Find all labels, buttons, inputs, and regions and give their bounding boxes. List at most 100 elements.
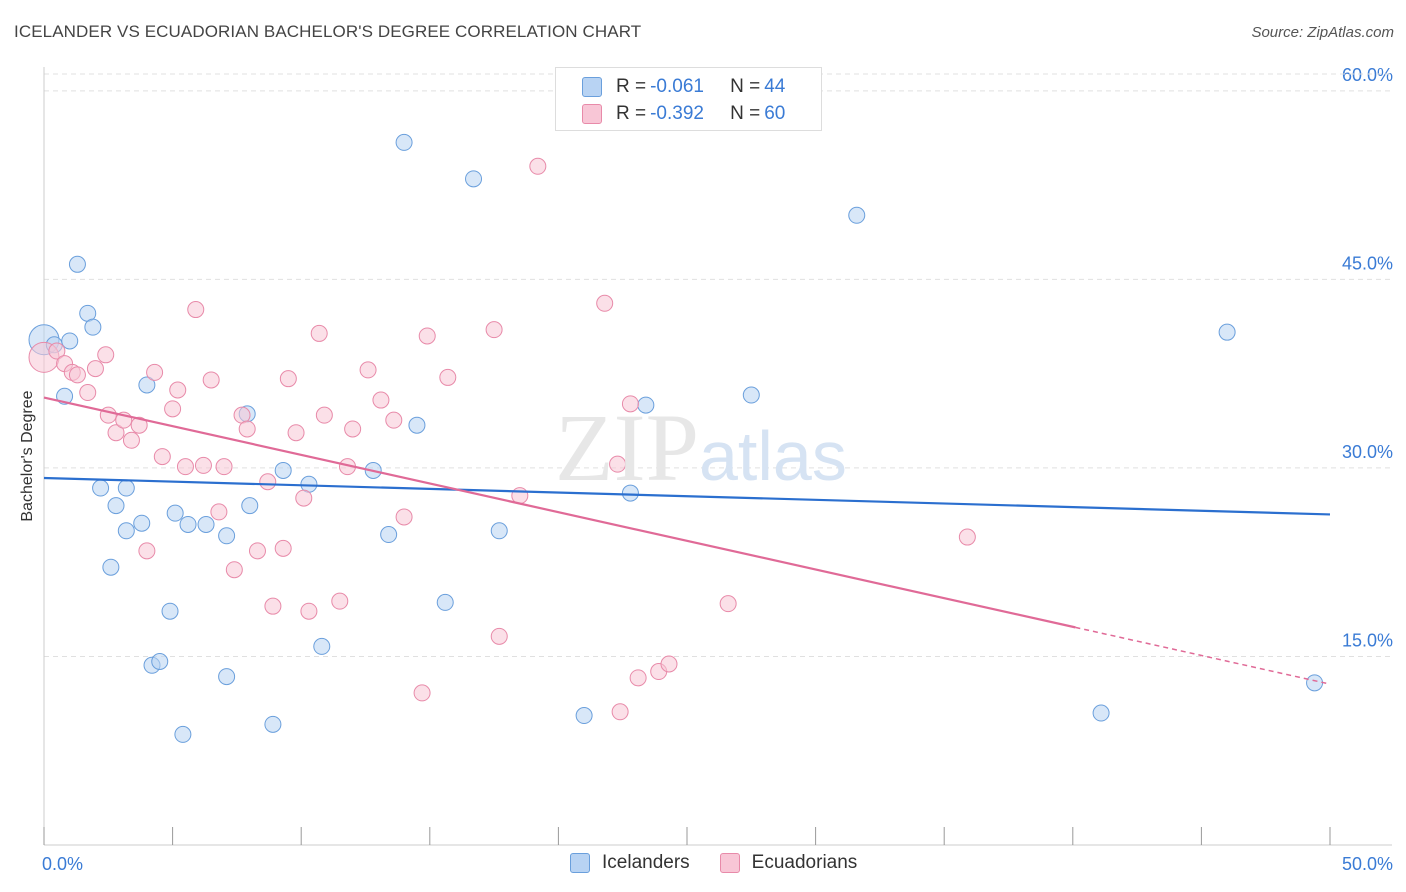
legend-item-icelanders: Icelanders (570, 852, 690, 874)
icelander-point (102, 558, 120, 576)
ecuadorian-point (621, 395, 639, 413)
icelander-point (166, 504, 184, 522)
icelander-point (465, 170, 483, 188)
ecuadorian-point (68, 366, 86, 384)
icelander-point (637, 396, 655, 414)
icelander-point (138, 376, 156, 394)
legend-swatch-ecuadorians (719, 853, 740, 873)
ecuadorian-point (344, 420, 362, 438)
icelander-point (621, 484, 639, 502)
ecuadorian-point (164, 400, 182, 418)
ecuadorian-point (310, 324, 328, 342)
ecuadorian-point (210, 503, 228, 521)
icelander-point (274, 461, 292, 479)
ecuadorian-point (660, 655, 678, 673)
legend-n-value: 44 (764, 76, 786, 97)
chart-title: ICELANDER VS ECUADORIAN BACHELOR'S DEGRE… (14, 22, 642, 41)
ecuadorian-point (418, 327, 436, 345)
ecuadorian-point (439, 368, 457, 386)
series-legend: Icelanders Ecuadorians (570, 852, 887, 874)
legend-r-label: R = (616, 103, 647, 124)
icelander-point (490, 522, 508, 540)
legend-item-ecuadorians: Ecuadorians (719, 852, 858, 874)
ecuadorian-point (48, 342, 66, 360)
legend-swatch-icelanders (570, 853, 590, 873)
ecuadorian-point (395, 508, 413, 526)
icelander-point (61, 332, 79, 350)
ecuadorian-point (107, 424, 125, 442)
ecuadorian-point (529, 157, 547, 175)
legend-n-label: N = (730, 76, 761, 97)
ecuadorian-point (122, 431, 140, 449)
legend-r-value: -0.392 (650, 103, 704, 124)
y-tick-label: 45.0% (1342, 253, 1393, 273)
ecuadorian-point (202, 371, 220, 389)
icelander-point (218, 668, 236, 686)
ecuadorian-point (86, 360, 104, 378)
icelander-point (575, 707, 593, 725)
legend-n-label: N = (730, 103, 761, 124)
y-axis-label: Bachelor's Degree (19, 390, 36, 522)
icelander-point (395, 133, 413, 151)
ecuadorian-point (372, 391, 390, 409)
ecuadorian-point (609, 455, 627, 473)
ecuadorian-point (248, 542, 266, 560)
legend-row-ecuadorians: R = -0.392 N = 60 (582, 102, 785, 126)
icelander-point (1092, 704, 1110, 722)
ecuadorian-point (215, 458, 233, 476)
ecuadorian-point (169, 381, 187, 399)
icelander-point (313, 637, 331, 655)
y-tick-label: 60.0% (1342, 65, 1393, 85)
ecuadorian-point (130, 416, 148, 434)
x-tick-label: 50.0% (1342, 854, 1393, 874)
icelander-trend-line (43, 476, 1331, 516)
ecuadorian-point (274, 539, 292, 557)
ecuadorian-trend-line (43, 396, 1076, 629)
ecuadorian-point (187, 301, 205, 319)
icelander-point (218, 527, 236, 545)
ecuadorian-point (485, 321, 503, 339)
ecuadorian-point (138, 542, 156, 560)
ecuadorian-point (719, 595, 737, 613)
icelander-point (264, 715, 282, 733)
icelander-point (161, 602, 179, 620)
icelander-point (179, 515, 197, 533)
ecuadorian-trend-extension (1075, 626, 1331, 685)
ecuadorian-point (176, 458, 194, 476)
ecuadorian-point (194, 456, 212, 474)
legend-swatch-ecuadorians (582, 104, 602, 124)
icelander-point (133, 514, 151, 532)
icelander-point (1218, 323, 1236, 341)
ecuadorian-point (238, 420, 256, 438)
y-tick-label: 15.0% (1342, 630, 1393, 650)
correlation-legend: R = -0.061 N = 44 R = -0.392 N = 60 (555, 67, 822, 131)
ecuadorian-point (359, 361, 377, 379)
ecuadorian-point (279, 370, 297, 388)
ecuadorian-point (300, 602, 318, 620)
ecuadorian-point (385, 411, 403, 429)
ecuadorian-point (413, 684, 431, 702)
icelander-point (408, 416, 426, 434)
ecuadorian-point (295, 489, 313, 507)
icelander-point (117, 479, 135, 497)
y-tick-label: 30.0% (1342, 442, 1393, 462)
ecuadorian-point (225, 561, 243, 579)
icelander-point (742, 386, 760, 404)
icelander-point (380, 526, 398, 544)
ecuadorian-point (315, 406, 333, 424)
ecuadorian-point (79, 384, 97, 402)
legend-row-icelanders: R = -0.061 N = 44 (582, 75, 785, 99)
icelander-point (1306, 674, 1324, 692)
legend-label-ecuadorians: Ecuadorians (751, 852, 858, 873)
icelander-point (68, 255, 86, 273)
legend-r-label: R = (616, 76, 647, 97)
ecuadorian-point (287, 424, 305, 442)
icelander-point (241, 497, 259, 515)
source-label: Source: ZipAtlas.com (1251, 24, 1394, 41)
legend-swatch-icelanders (582, 77, 602, 97)
icelander-point (92, 479, 110, 497)
icelander-point (174, 725, 192, 743)
icelander-point (197, 515, 215, 533)
x-tick-label: 0.0% (42, 854, 83, 874)
